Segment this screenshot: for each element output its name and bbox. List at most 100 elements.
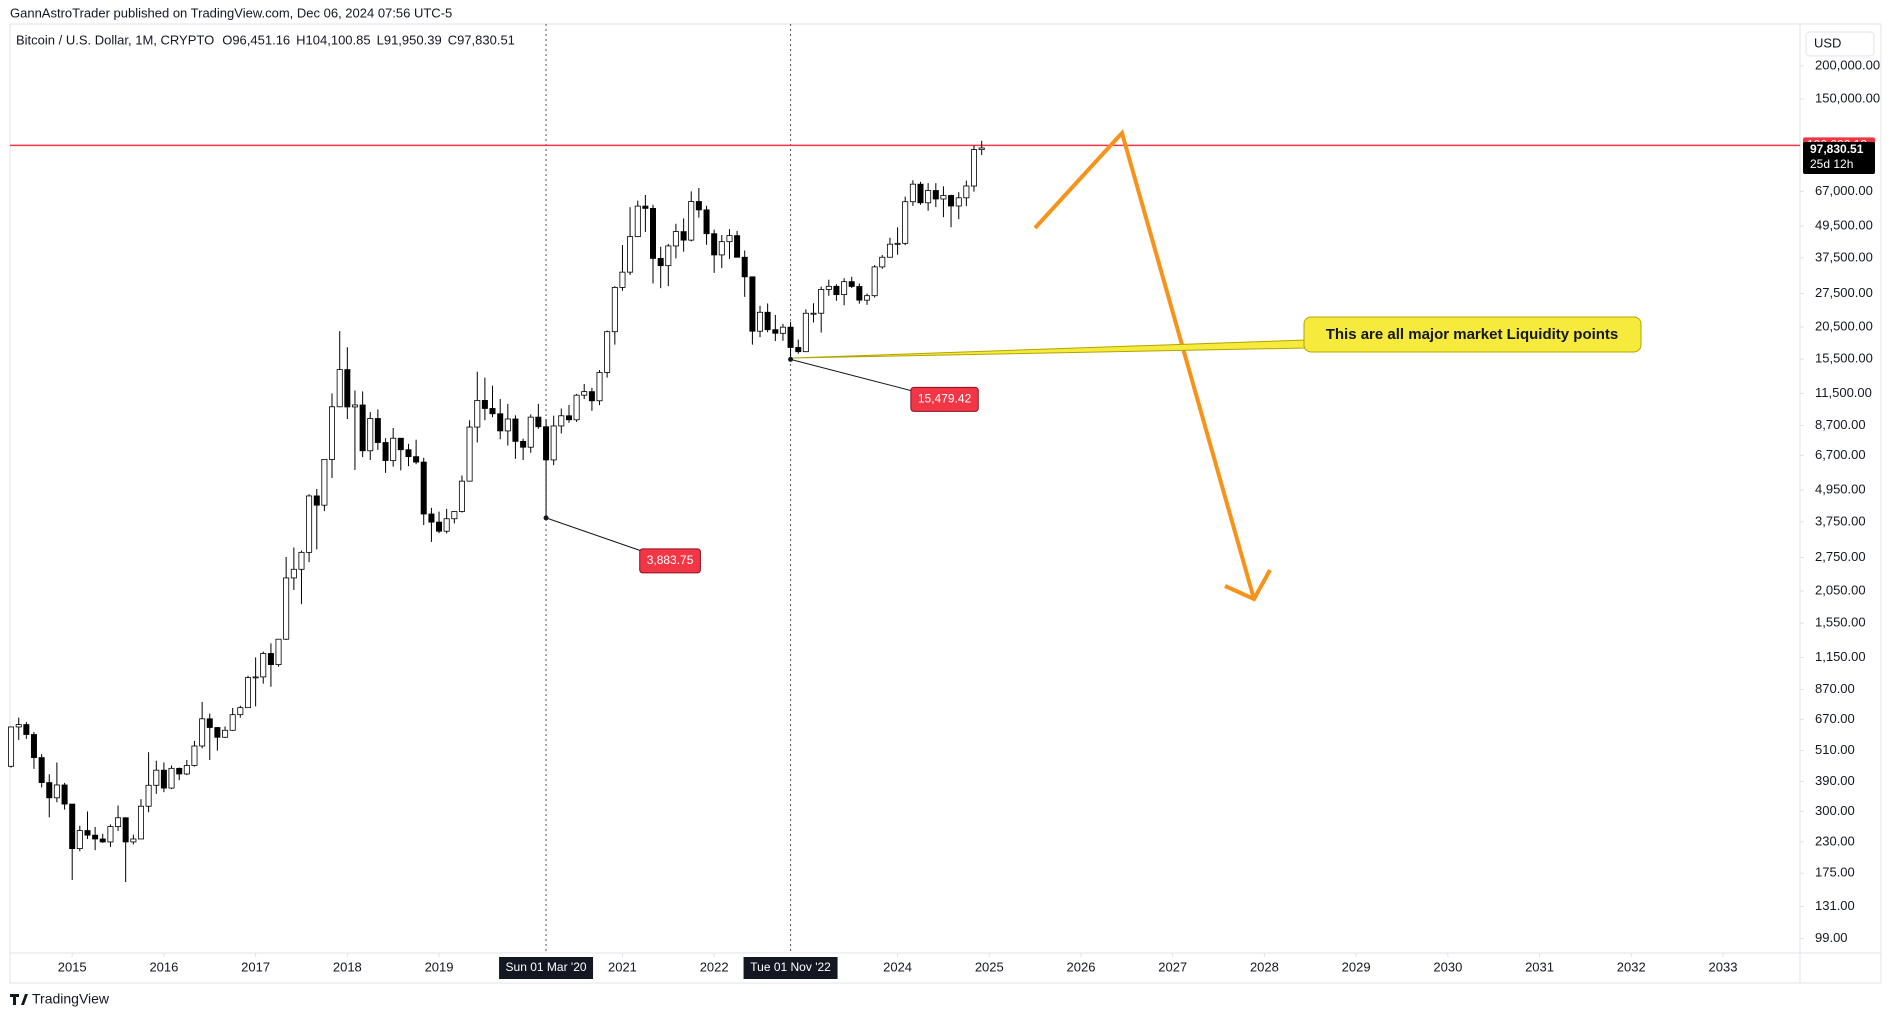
ohlc-readout: L91,950.39 <box>377 32 442 47</box>
candle-body <box>634 205 641 238</box>
candle-body <box>711 233 718 256</box>
candle-body <box>741 256 748 278</box>
candle-body <box>535 416 542 428</box>
candle-body <box>84 830 91 836</box>
underlay <box>10 24 1800 953</box>
candle-body <box>940 195 947 200</box>
candle-body <box>757 311 764 332</box>
candle-body <box>787 326 794 348</box>
candle-body <box>107 826 114 843</box>
y-tick-label: 131.00 <box>1815 898 1855 913</box>
symbol-title: Bitcoin / U.S. Dollar, 1M, CRYPTO <box>16 32 214 47</box>
note-point <box>788 356 794 362</box>
y-tick-label: 11,500.00 <box>1815 385 1872 400</box>
candle-body <box>260 653 267 678</box>
y-tick-label: 2,750.00 <box>1815 549 1866 564</box>
crosshair-label: Sun 01 Mar '20 <box>506 960 587 974</box>
candle-body <box>405 449 412 458</box>
candle-body <box>802 312 809 353</box>
candle-body <box>497 413 504 432</box>
candle-body <box>252 676 259 679</box>
candle-body <box>764 311 771 331</box>
y-tick-label: 1,550.00 <box>1815 615 1866 630</box>
candle-body <box>657 258 664 267</box>
x-tick-label: 2022 <box>700 959 729 974</box>
candle-body <box>145 784 152 807</box>
y-tick-label: 175.00 <box>1815 865 1855 880</box>
last-price-label: 97,830.51 <box>1810 142 1864 156</box>
candle-body <box>970 149 977 187</box>
overlay: 3,883.75 15,479.42 <box>543 356 979 574</box>
logo: TradingView <box>10 991 110 1007</box>
candle-body <box>61 784 68 805</box>
candle-body <box>955 197 962 207</box>
y-tick-label: 2,050.00 <box>1815 583 1866 598</box>
x-tick-label: 2026 <box>1067 959 1096 974</box>
candle-body <box>688 201 695 241</box>
candle-body <box>397 437 404 451</box>
candle-body <box>672 231 679 247</box>
x-tick-label: 2019 <box>425 959 454 974</box>
y-tick-label: 510.00 <box>1815 742 1855 757</box>
x-tick-label: 2028 <box>1250 959 1279 974</box>
candle-body <box>183 765 190 775</box>
currency: USD <box>1814 35 1841 50</box>
candle-body <box>46 782 53 799</box>
candle-body <box>718 241 725 256</box>
x-tick-label: 2030 <box>1433 959 1462 974</box>
candle-body <box>611 287 618 333</box>
candle-body <box>428 513 435 523</box>
candle-body <box>856 286 863 301</box>
crosshair-label-box <box>743 957 838 979</box>
y-tick-label: 20,500.00 <box>1815 319 1873 334</box>
y-tick-label: 390.00 <box>1815 773 1855 788</box>
candle-body <box>420 461 427 515</box>
candle-body <box>810 312 817 315</box>
candle-body <box>558 415 565 427</box>
x-tick-label: 2018 <box>333 959 362 974</box>
x-tick-label: 2032 <box>1617 959 1646 974</box>
candle-body <box>38 757 45 783</box>
candle-body <box>948 195 955 207</box>
y-tick-label: 670.00 <box>1815 711 1855 726</box>
candle-body <box>283 577 290 640</box>
candle-body <box>8 726 15 767</box>
candle-body <box>413 456 420 463</box>
note-box <box>639 548 701 574</box>
y-tick-label: 49,500.00 <box>1815 217 1873 232</box>
candle-body <box>474 400 481 428</box>
candle-body <box>642 205 649 209</box>
y-tick-label: 37,500.00 <box>1815 249 1873 264</box>
note-box <box>910 386 979 412</box>
candle-body <box>298 551 305 570</box>
candle-body <box>749 276 756 332</box>
y-tick-label: 27,500.00 <box>1815 285 1873 300</box>
candle-body <box>550 425 557 461</box>
candle-body <box>115 817 122 827</box>
candle-body <box>168 767 175 789</box>
candle-body <box>726 235 733 243</box>
candle-body <box>772 329 779 334</box>
candle-body <box>222 729 229 738</box>
candle-body <box>76 830 83 850</box>
arrow-head <box>1224 569 1272 602</box>
candle-body <box>191 745 198 766</box>
candle-body <box>321 458 328 506</box>
candle-body <box>160 769 167 789</box>
y-tick-label: 67,000.00 <box>1815 183 1873 198</box>
candle-body <box>351 404 358 408</box>
x-tick-label: 2033 <box>1709 959 1738 974</box>
candle-body <box>130 838 137 843</box>
candle-body <box>176 767 183 775</box>
candle-body <box>306 495 313 553</box>
candle-body <box>122 817 129 843</box>
candle-body <box>92 834 99 840</box>
note-label: 3,883.75 <box>647 553 694 567</box>
candle-body <box>833 285 840 296</box>
candle-body <box>879 256 886 268</box>
candle-body <box>15 724 22 728</box>
x-tick-label: 2016 <box>149 959 178 974</box>
candle-body <box>848 281 855 287</box>
